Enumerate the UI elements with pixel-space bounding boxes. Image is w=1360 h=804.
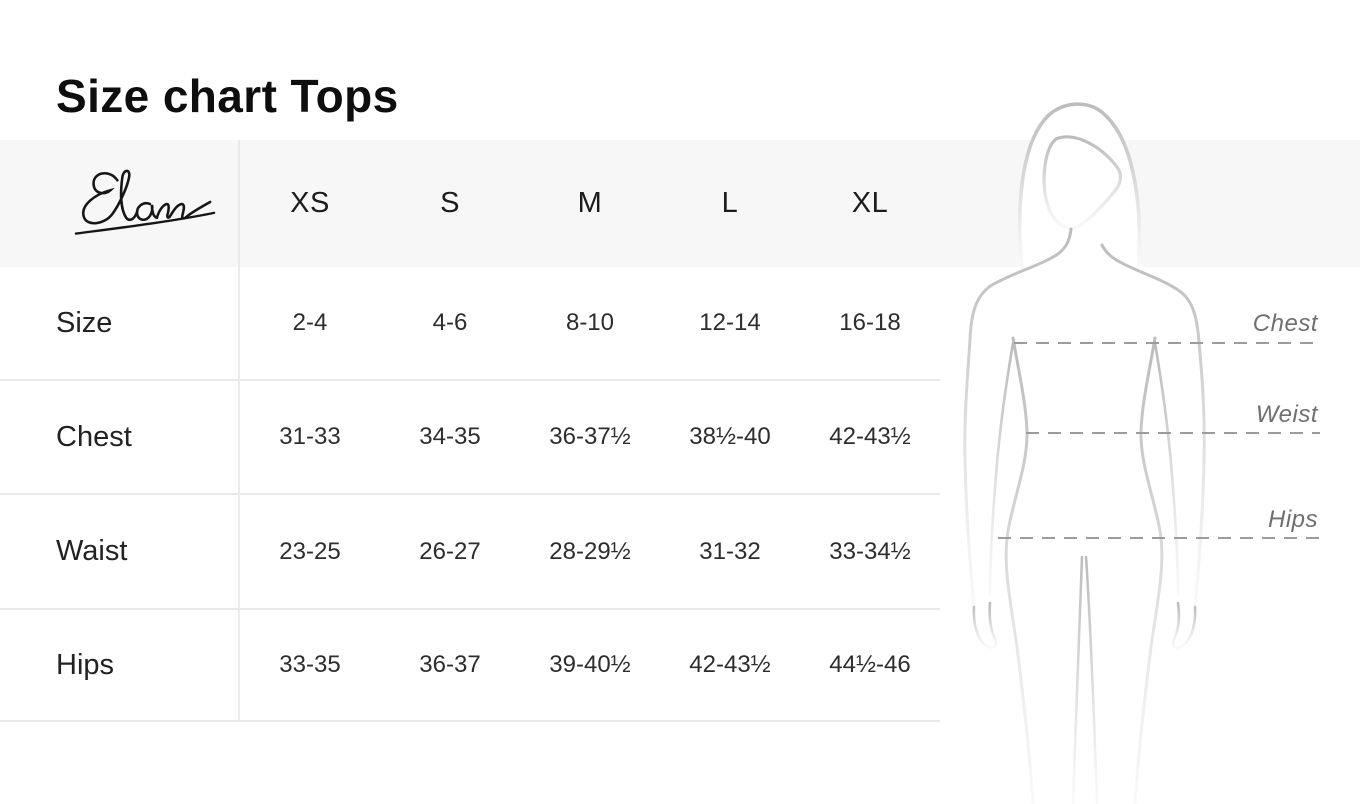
hips-s: 36-37 xyxy=(380,610,520,722)
hand-right xyxy=(1171,601,1197,649)
brand-logo-cell xyxy=(0,140,240,267)
hips-l: 42-43½ xyxy=(660,610,800,722)
column-header-m: M xyxy=(577,187,603,219)
chest-m: 36-37½ xyxy=(520,381,660,495)
hips-xs: 33-35 xyxy=(240,610,380,722)
silhouette-mask xyxy=(980,104,1182,301)
chest-l: 38½-40 xyxy=(660,381,800,495)
page-title: Size chart Tops xyxy=(56,69,399,122)
torso-right xyxy=(1133,336,1164,804)
hair-outline xyxy=(1017,102,1142,269)
hips-measure-label: Hips xyxy=(1267,506,1318,533)
inner-leg-right xyxy=(1084,555,1099,804)
chest-xs: 31-33 xyxy=(240,381,380,495)
size-l: 12-14 xyxy=(660,267,800,381)
chest-xl: 42-43½ xyxy=(800,381,940,495)
waist-xs: 23-25 xyxy=(240,495,380,610)
column-header-xs: XS xyxy=(290,187,330,219)
size-chart-table: XS S M L XL Size 2-4 4-6 8-10 12-14 16-1… xyxy=(0,140,940,722)
row-label-hips: Hips xyxy=(0,610,240,722)
row-label-waist: Waist xyxy=(0,495,240,610)
size-xs: 2-4 xyxy=(240,267,380,381)
left-shoulder-arm xyxy=(963,227,1073,609)
inner-arm-left xyxy=(988,341,1015,597)
waist-s: 26-27 xyxy=(380,495,520,610)
row-label-size: Size xyxy=(0,267,240,381)
size-s: 4-6 xyxy=(380,267,520,381)
brand-logo-signature xyxy=(74,169,216,235)
right-shoulder-arm xyxy=(1100,243,1206,609)
size-xl: 16-18 xyxy=(800,267,940,381)
hips-m: 39-40½ xyxy=(520,610,660,722)
column-header-s: S xyxy=(440,187,460,219)
torso-left xyxy=(1004,336,1035,804)
female-silhouette-figure xyxy=(963,102,1320,804)
chest-measure-label: Chest xyxy=(1252,310,1318,337)
chest-s: 34-35 xyxy=(380,381,520,495)
inner-arm-right xyxy=(1153,341,1180,597)
inner-leg-left xyxy=(1071,555,1084,804)
waist-xl: 33-34½ xyxy=(800,495,940,610)
column-header-xl: XL xyxy=(851,187,889,219)
waist-l: 31-32 xyxy=(660,495,800,610)
hand-left xyxy=(972,601,998,649)
waist-measure-label: Weist xyxy=(1255,401,1318,428)
column-header-l: L xyxy=(721,187,739,219)
waist-m: 28-29½ xyxy=(520,495,660,610)
face-outline xyxy=(1042,135,1123,230)
hips-xl: 44½-46 xyxy=(800,610,940,722)
size-m: 8-10 xyxy=(520,267,660,381)
row-label-chest: Chest xyxy=(0,381,240,495)
